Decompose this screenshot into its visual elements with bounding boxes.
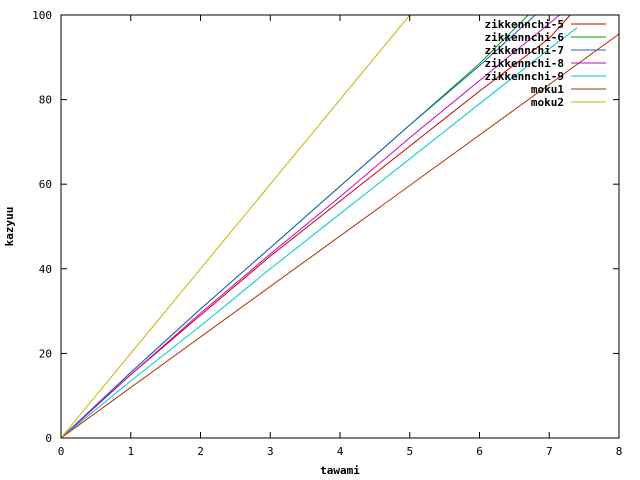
legend-label: zikkennchi-9 xyxy=(485,70,564,83)
y-tick-label: 80 xyxy=(39,94,52,107)
x-tick-label: 3 xyxy=(267,445,274,458)
x-tick-label: 8 xyxy=(616,445,623,458)
y-tick-label: 100 xyxy=(32,9,52,22)
series-line-zikkennchi-7 xyxy=(61,15,536,438)
series-line-moku1 xyxy=(61,33,619,438)
legend-label: moku2 xyxy=(531,96,564,109)
series-line-zikkennchi-9 xyxy=(61,27,578,438)
legend-label: zikkennchi-6 xyxy=(485,31,565,44)
y-tick-label: 20 xyxy=(39,347,52,360)
series-line-zikkennchi-5 xyxy=(61,15,571,438)
legend-label: zikkennchi-8 xyxy=(485,57,564,70)
x-tick-label: 0 xyxy=(58,445,65,458)
y-tick-label: 60 xyxy=(39,178,52,191)
y-tick-label: 40 xyxy=(39,263,52,276)
x-tick-label: 4 xyxy=(337,445,344,458)
x-tick-label: 1 xyxy=(127,445,134,458)
y-tick-label: 0 xyxy=(45,432,52,445)
series-line-moku2 xyxy=(61,15,411,438)
y-axis-label: kazyuu xyxy=(3,207,16,247)
x-tick-label: 5 xyxy=(406,445,413,458)
x-axis-label: tawami xyxy=(320,464,360,477)
legend-label: moku1 xyxy=(531,83,564,96)
x-tick-label: 7 xyxy=(546,445,553,458)
legend-label: zikkennchi-5 xyxy=(485,18,564,31)
x-tick-label: 6 xyxy=(476,445,483,458)
plot-lines xyxy=(61,15,619,438)
legend: zikkennchi-5zikkennchi-6zikkennchi-7zikk… xyxy=(485,18,606,109)
x-tick-label: 2 xyxy=(197,445,204,458)
series-line-zikkennchi-8 xyxy=(61,15,561,438)
legend-label: zikkennchi-7 xyxy=(485,44,564,57)
